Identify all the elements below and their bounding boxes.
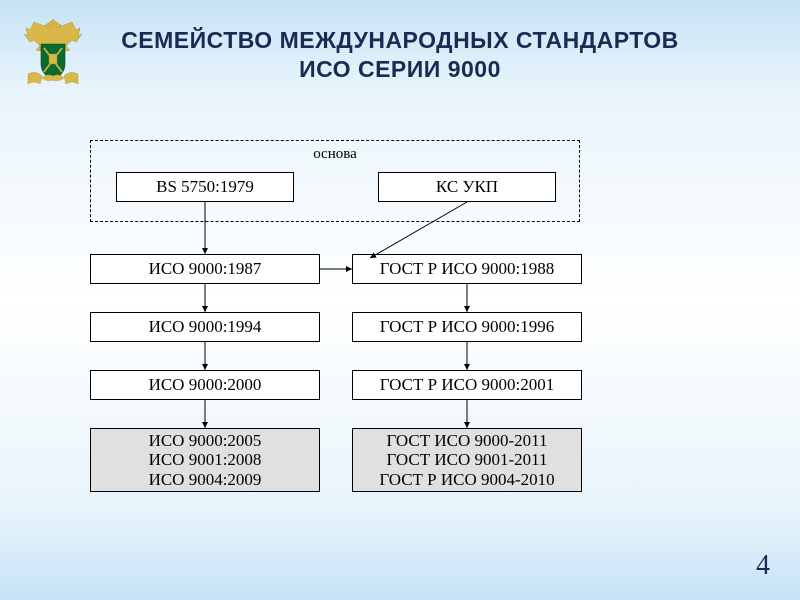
box-iso3: ИСО 9000:2000 (90, 370, 320, 400)
box-gost4-text: ГОСТ ИСО 9000-2011ГОСТ ИСО 9001-2011ГОСТ… (379, 431, 554, 490)
box-gost3-text: ГОСТ Р ИСО 9000:2001 (380, 375, 554, 395)
box-gost3: ГОСТ Р ИСО 9000:2001 (352, 370, 582, 400)
box-gost2-text: ГОСТ Р ИСО 9000:1996 (380, 317, 554, 337)
box-iso2-text: ИСО 9000:1994 (149, 317, 262, 337)
diagram: основа BS 5750:1979 КС УКП ИСО 9000:1987… (60, 140, 740, 540)
page-title: СЕМЕЙСТВО МЕЖДУНАРОДНЫХ СТАНДАРТОВ ИСО С… (0, 26, 800, 84)
box-iso1: ИСО 9000:1987 (90, 254, 320, 284)
box-iso1-text: ИСО 9000:1987 (149, 259, 262, 279)
box-bs-text: BS 5750:1979 (156, 177, 254, 197)
box-kc-text: КС УКП (436, 177, 498, 197)
page-number: 4 (756, 550, 770, 582)
box-iso4-text: ИСО 9000:2005ИСО 9001:2008ИСО 9004:2009 (149, 431, 262, 490)
title-line-2: ИСО СЕРИИ 9000 (70, 55, 730, 84)
box-gost4: ГОСТ ИСО 9000-2011ГОСТ ИСО 9001-2011ГОСТ… (352, 428, 582, 492)
box-iso3-text: ИСО 9000:2000 (149, 375, 262, 395)
box-kc: КС УКП (378, 172, 556, 202)
box-iso2: ИСО 9000:1994 (90, 312, 320, 342)
box-gost1: ГОСТ Р ИСО 9000:1988 (352, 254, 582, 284)
basis-label: основа (285, 146, 385, 163)
box-gost1-text: ГОСТ Р ИСО 9000:1988 (380, 259, 554, 279)
box-bs: BS 5750:1979 (116, 172, 294, 202)
title-line-1: СЕМЕЙСТВО МЕЖДУНАРОДНЫХ СТАНДАРТОВ (70, 26, 730, 55)
box-iso4: ИСО 9000:2005ИСО 9001:2008ИСО 9004:2009 (90, 428, 320, 492)
box-gost2: ГОСТ Р ИСО 9000:1996 (352, 312, 582, 342)
